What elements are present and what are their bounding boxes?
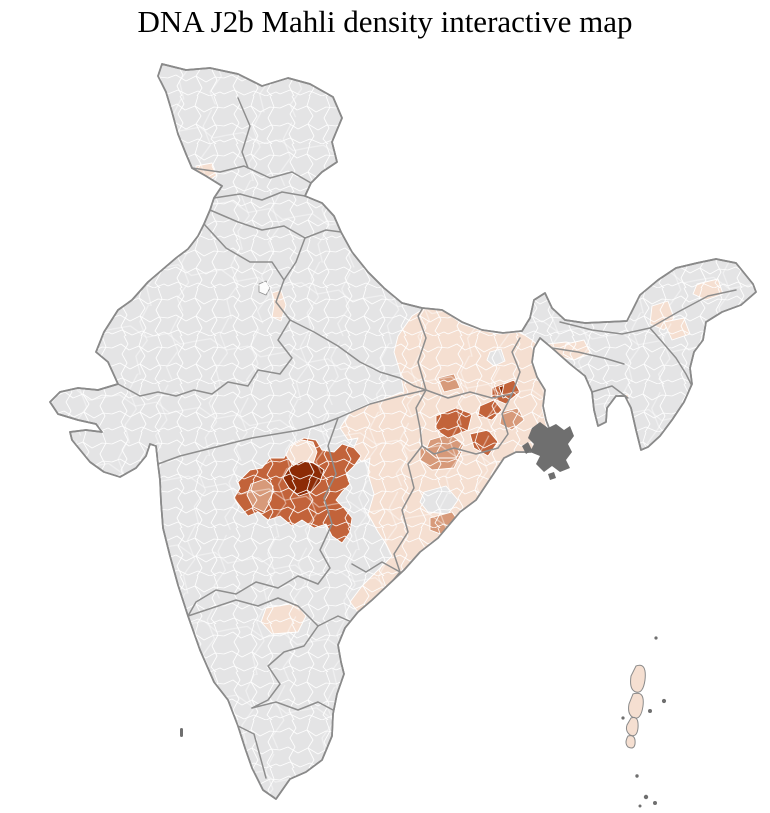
lakshadweep-islet xyxy=(180,728,183,737)
island-dot xyxy=(638,804,642,808)
island-dot xyxy=(653,801,657,805)
island-dot xyxy=(635,774,639,778)
sundarbans-marsh xyxy=(522,422,574,480)
island-dot xyxy=(661,698,667,704)
state-borders xyxy=(117,97,737,779)
coastline xyxy=(49,63,757,800)
district-borders-mesh xyxy=(50,64,756,799)
andaman-island[interactable] xyxy=(630,664,646,693)
page-title: DNA J2b Mahli density interactive map xyxy=(137,4,633,39)
andaman-island[interactable] xyxy=(625,717,639,737)
andaman-nicobar-islands[interactable] xyxy=(180,636,667,808)
island-dot xyxy=(648,709,652,713)
island-dot xyxy=(643,794,649,800)
island-dot xyxy=(654,636,658,640)
district-region-none-inclusion[interactable] xyxy=(425,547,459,575)
island-dot xyxy=(621,716,625,720)
andaman-island[interactable] xyxy=(628,692,644,719)
andaman-island[interactable] xyxy=(625,735,636,749)
